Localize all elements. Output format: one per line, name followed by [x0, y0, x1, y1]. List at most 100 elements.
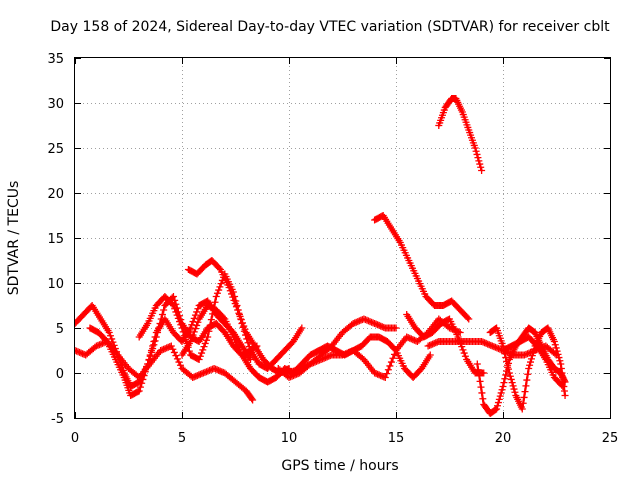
data-point-marker [193, 308, 201, 316]
data-point-marker [384, 366, 392, 374]
data-point-marker [213, 289, 221, 297]
data-point-marker [493, 402, 501, 410]
data-point-marker [194, 318, 202, 326]
data-point-marker [500, 379, 508, 387]
data-point-marker [528, 352, 536, 360]
data-point-marker [465, 315, 473, 323]
data-point-marker [555, 354, 563, 362]
data-point-marker [508, 379, 516, 387]
data-point-marker [190, 328, 198, 336]
data-point-marker [523, 376, 531, 384]
data-point-marker [526, 361, 534, 369]
series-arc-05 [184, 257, 293, 377]
data-point-marker [504, 361, 512, 369]
data-point-marker [149, 342, 157, 350]
data-point-marker [460, 349, 468, 357]
data-point-marker [552, 344, 560, 352]
data-point-marker [559, 383, 567, 390]
data-point-marker [474, 154, 482, 162]
data-point-marker [145, 356, 153, 363]
x-tick-label: 5 [178, 431, 186, 446]
data-point-marker [248, 395, 256, 403]
data-point-marker [495, 395, 503, 403]
data-point-marker [179, 328, 187, 336]
data-point-marker [554, 350, 562, 358]
data-point-marker [509, 382, 517, 390]
y-axis-title: SDTVAR / TECUs [6, 181, 22, 296]
x-tick-label: 10 [281, 431, 298, 446]
data-point-marker [519, 399, 527, 407]
series-arc-09 [371, 212, 473, 323]
data-point-marker [171, 296, 179, 304]
data-point-marker [556, 357, 564, 365]
y-tick-label: 20 [47, 187, 64, 202]
data-point-marker [215, 264, 223, 272]
data-point-marker [200, 343, 208, 351]
data-point-marker [217, 280, 225, 288]
data-point-marker [525, 365, 533, 372]
data-point-marker [497, 389, 505, 397]
data-point-marker [138, 379, 146, 387]
data-point-marker [167, 342, 175, 350]
data-point-marker [503, 357, 511, 365]
data-point-marker [182, 336, 190, 344]
data-point-marker [475, 372, 483, 380]
data-point-marker [158, 311, 166, 318]
data-point-marker [246, 356, 254, 363]
data-point-marker [177, 321, 185, 329]
y-tick-label: 0 [56, 367, 64, 382]
data-point-marker [198, 349, 206, 357]
data-point-marker [236, 312, 244, 320]
series-arc-02 [75, 338, 257, 404]
data-point-marker [172, 352, 180, 360]
data-point-marker [479, 395, 487, 403]
data-point-marker [231, 300, 239, 308]
data-point-marker [139, 375, 147, 383]
series-arc-10 [403, 311, 488, 377]
data-point-marker [195, 356, 203, 363]
x-tick-label: 15 [388, 431, 405, 446]
data-point-marker [206, 321, 214, 329]
data-point-marker [235, 309, 243, 317]
data-point-marker [464, 314, 472, 322]
data-point-marker [326, 343, 334, 351]
data-point-marker [189, 331, 197, 339]
y-tick-label: 10 [47, 277, 64, 292]
data-point-marker [510, 385, 518, 393]
y-tick-label: 25 [47, 142, 64, 157]
data-point-marker [191, 325, 199, 333]
data-point-marker [386, 362, 394, 370]
data-point-marker [169, 345, 177, 353]
data-point-marker [196, 352, 204, 360]
data-point-marker [237, 316, 245, 324]
series-arc-15 [499, 333, 567, 390]
data-point-marker [240, 322, 248, 330]
data-point-marker [387, 358, 395, 366]
data-point-marker [199, 346, 207, 354]
data-point-marker [147, 347, 155, 354]
y-tick-label: 5 [56, 322, 64, 337]
data-point-marker [502, 371, 510, 379]
plot-frame [74, 57, 611, 419]
data-point-marker [476, 377, 484, 385]
data-point-marker [135, 387, 143, 395]
series-arc-11 [435, 95, 486, 174]
data-point-marker [474, 366, 482, 374]
y-tick-label: 35 [47, 52, 64, 67]
chart-title: Day 158 of 2024, Sidereal Day-to-day VTE… [50, 19, 610, 35]
data-point-marker [106, 332, 114, 340]
data-point-marker [521, 388, 529, 396]
data-point-marker [507, 375, 515, 383]
data-point-marker [527, 355, 535, 363]
data-point-marker [298, 324, 306, 332]
data-point-marker [476, 160, 484, 168]
data-point-marker [168, 300, 176, 308]
data-point-marker [172, 308, 180, 316]
data-point-marker [171, 305, 179, 313]
data-point-marker [472, 147, 480, 155]
y-tick-label: 30 [47, 97, 64, 112]
x-axis-title: GPS time / hours [281, 458, 398, 474]
data-point-marker [173, 355, 181, 363]
data-point-marker [225, 284, 233, 291]
